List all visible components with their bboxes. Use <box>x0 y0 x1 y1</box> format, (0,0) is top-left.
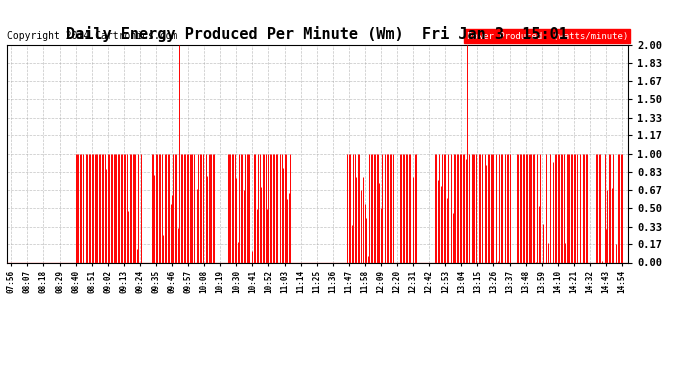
Text: Power Produced  (watts/minute): Power Produced (watts/minute) <box>466 32 628 40</box>
Title: Daily Energy Produced Per Minute (Wm)  Fri Jan 3  15:01: Daily Energy Produced Per Minute (Wm) Fr… <box>66 27 569 42</box>
Text: Copyright 2014 Cartronics.com: Copyright 2014 Cartronics.com <box>7 31 177 40</box>
